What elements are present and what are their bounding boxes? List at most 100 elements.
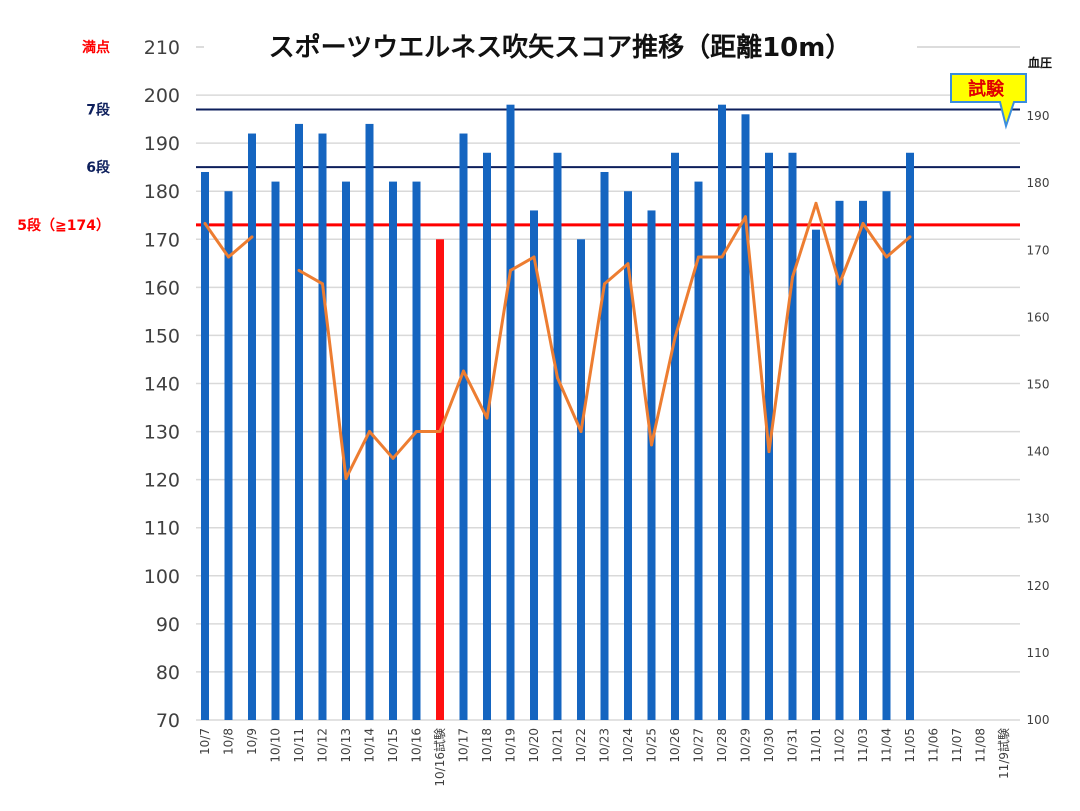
bar <box>412 181 421 721</box>
y-tick-label: 190 <box>144 133 180 155</box>
y2-tick-label: 130 <box>1027 512 1050 526</box>
y2-axis-label: 血圧 <box>1028 55 1052 70</box>
y-tick-label: 200 <box>144 85 180 107</box>
bar <box>530 210 538 720</box>
x-tick-label: 10/15 <box>386 728 400 763</box>
y-tick-label: 120 <box>144 470 180 492</box>
x-tick-label: 10/12 <box>316 728 330 763</box>
x-tick-label: 11/02 <box>833 728 847 763</box>
x-tick-label: 10/26 <box>668 728 682 763</box>
y-tick-label: 100 <box>144 566 180 588</box>
x-axis: 10/7 10/8 10/9 10/10 10/11 10/12 10/13 10/14 10/… <box>198 728 1011 787</box>
y2-tick-label: 100 <box>1027 713 1050 727</box>
x-tick-label: 10/24 <box>621 728 635 763</box>
line-segment <box>203 222 253 259</box>
x-tick-label: 10/8 <box>222 728 236 755</box>
bar <box>271 181 280 721</box>
x-tick-label: 10/22 <box>574 728 588 763</box>
y-tick-label: 140 <box>144 374 180 396</box>
line-segment <box>298 201 911 480</box>
bar <box>882 191 891 720</box>
bar <box>248 133 256 720</box>
x-tick-label: 11/06 <box>927 728 941 763</box>
x-tick-label: 10/28 <box>715 728 729 763</box>
bar <box>694 181 703 721</box>
reference-label: 7段 <box>86 101 110 118</box>
y-tick-label: 150 <box>144 325 180 347</box>
bar <box>459 133 468 720</box>
bar <box>600 171 609 720</box>
x-tick-label: 10/30 <box>762 728 776 763</box>
x-tick-label: 11/08 <box>974 728 988 763</box>
x-tick-label: 11/07 <box>950 728 964 763</box>
x-tick-label: 10/14 <box>363 728 377 763</box>
y2-tick-label: 120 <box>1027 579 1050 593</box>
bar <box>741 114 750 721</box>
y-axis-right: 100 110 120 130 140 150 160 170 180 190 <box>1027 109 1050 727</box>
y-tick-label: 180 <box>144 181 180 203</box>
x-tick-label: 10/25 <box>645 728 659 763</box>
y-tick-label: 80 <box>156 662 180 684</box>
bar <box>318 133 327 720</box>
reference-label: 満点 <box>82 39 110 56</box>
y-tick-label: 70 <box>156 710 180 732</box>
bar <box>835 200 844 721</box>
bar <box>765 152 773 720</box>
bar-series <box>201 104 914 721</box>
y2-tick-label: 170 <box>1027 243 1050 257</box>
bar <box>553 152 562 720</box>
bar <box>483 152 491 720</box>
x-tick-label: 10/21 <box>551 728 565 763</box>
x-tick-label: 11/9試験 <box>996 728 1011 779</box>
x-tick-label: 10/20 <box>527 728 541 763</box>
chart-title: スポーツウエルネス吹矢スコア推移（距離10m） <box>269 32 852 63</box>
bar <box>859 200 867 721</box>
bar <box>365 123 374 720</box>
y-tick-label: 130 <box>144 422 180 444</box>
x-tick-label: 10/27 <box>692 728 706 763</box>
x-tick-label: 10/31 <box>786 728 800 763</box>
y-tick-label: 170 <box>144 229 180 251</box>
bar <box>342 181 350 721</box>
bar <box>788 152 797 720</box>
bar <box>718 104 726 720</box>
blood-pressure-series <box>203 201 912 480</box>
x-tick-label: 11/04 <box>880 728 894 763</box>
y2-tick-label: 180 <box>1027 176 1050 190</box>
x-tick-label: 11/03 <box>856 728 870 763</box>
y2-tick-label: 110 <box>1027 646 1050 660</box>
bar <box>506 104 515 720</box>
bar <box>295 123 303 720</box>
y-tick-label: 110 <box>144 518 180 540</box>
y-tick-label: 90 <box>156 614 180 636</box>
y2-tick-label: 160 <box>1027 310 1050 324</box>
y2-tick-label: 140 <box>1027 445 1050 459</box>
exam-callout: 試験 <box>950 73 1027 130</box>
bar <box>647 210 656 720</box>
bar <box>906 152 914 720</box>
x-tick-label: 10/18 <box>480 728 494 763</box>
x-tick-label: 10/16 <box>410 728 424 763</box>
x-tick-label: 10/29 <box>739 728 753 763</box>
y2-tick-label: 150 <box>1027 378 1050 392</box>
reference-label: 6段 <box>86 159 110 176</box>
bar <box>436 239 444 721</box>
y-tick-label: 210 <box>144 37 180 59</box>
x-tick-label: 10/16試験 <box>432 728 447 787</box>
bar <box>224 191 233 720</box>
callout-box <box>950 73 1027 130</box>
x-tick-label: 10/11 <box>292 728 306 763</box>
callout-text: 試験 <box>968 78 1005 100</box>
y-axis-left: 70 80 90 100 110 120 130 140 150 160 170 180 190 200 2… <box>144 37 180 732</box>
y2-tick-label: 190 <box>1027 109 1050 123</box>
bar <box>624 191 632 720</box>
x-tick-label: 10/10 <box>269 728 283 763</box>
x-tick-label: 10/7 <box>198 728 212 755</box>
bar <box>812 229 820 720</box>
x-tick-label: 11/05 <box>903 728 917 763</box>
x-tick-label: 10/19 <box>504 728 518 763</box>
bar <box>671 152 679 720</box>
reference-label: 5段（≧174） <box>17 217 110 234</box>
x-tick-label: 10/13 <box>339 728 353 763</box>
